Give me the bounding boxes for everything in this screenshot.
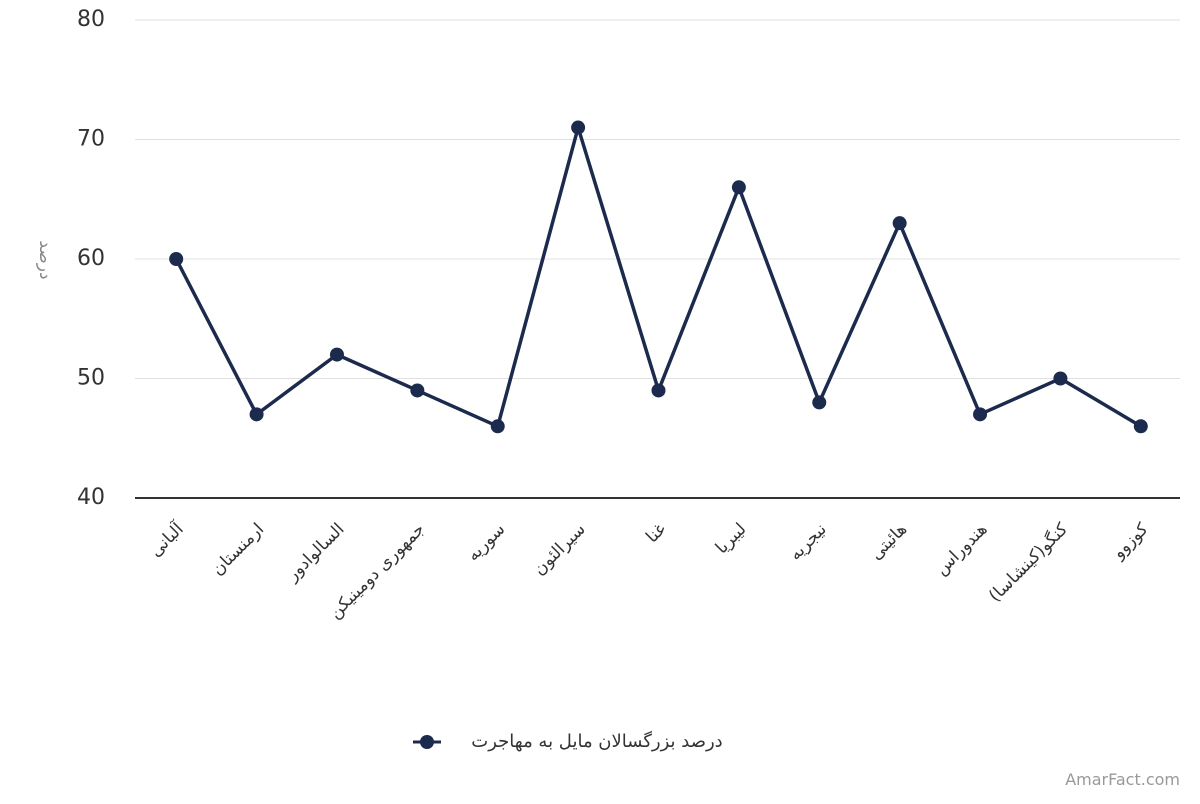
data-point — [1133, 419, 1148, 434]
x-tick-label: نیجریه — [786, 519, 831, 564]
data-point — [571, 120, 586, 135]
data-point — [1053, 371, 1068, 386]
x-tick-label: غنا — [642, 519, 670, 547]
x-tick-label: لیبریا — [712, 519, 751, 558]
data-point — [973, 407, 988, 422]
x-tick-label: سیرالئون — [530, 519, 590, 579]
data-point — [329, 347, 344, 362]
x-tick-label: کنگو(کینشاسا) — [984, 518, 1072, 606]
legend-label: درصد بزرگسالان مایل به مهاجرت — [471, 730, 722, 752]
x-tick-label: هندوراس — [932, 519, 992, 579]
data-point — [651, 383, 666, 398]
data-point — [812, 395, 827, 410]
x-tick-label: ارمنستان — [208, 519, 268, 579]
x-tick-label: کوزوو — [1108, 519, 1153, 564]
y-tick-label: 60 — [77, 246, 105, 271]
y-tick-label: 50 — [77, 366, 105, 391]
x-tick-label: سوریه — [463, 519, 509, 565]
series-line — [174, 121, 1142, 429]
x-tick-label: السالوادور — [282, 519, 348, 585]
data-point — [892, 216, 907, 231]
watermark: AmarFact.com — [1065, 770, 1180, 789]
x-tick-label: آلبانی — [145, 517, 189, 561]
y-tick-label: 80 — [77, 7, 105, 32]
data-point — [490, 419, 505, 434]
y-axis-title: درصد — [35, 240, 55, 279]
data-point — [410, 383, 425, 398]
x-tick-label: هائیتی — [866, 519, 911, 564]
data-point — [731, 180, 746, 195]
data-point — [169, 252, 184, 266]
data-point — [249, 407, 264, 422]
y-tick-label: 40 — [77, 485, 105, 510]
y-tick-label: 70 — [77, 127, 105, 152]
legend-marker — [420, 735, 434, 749]
